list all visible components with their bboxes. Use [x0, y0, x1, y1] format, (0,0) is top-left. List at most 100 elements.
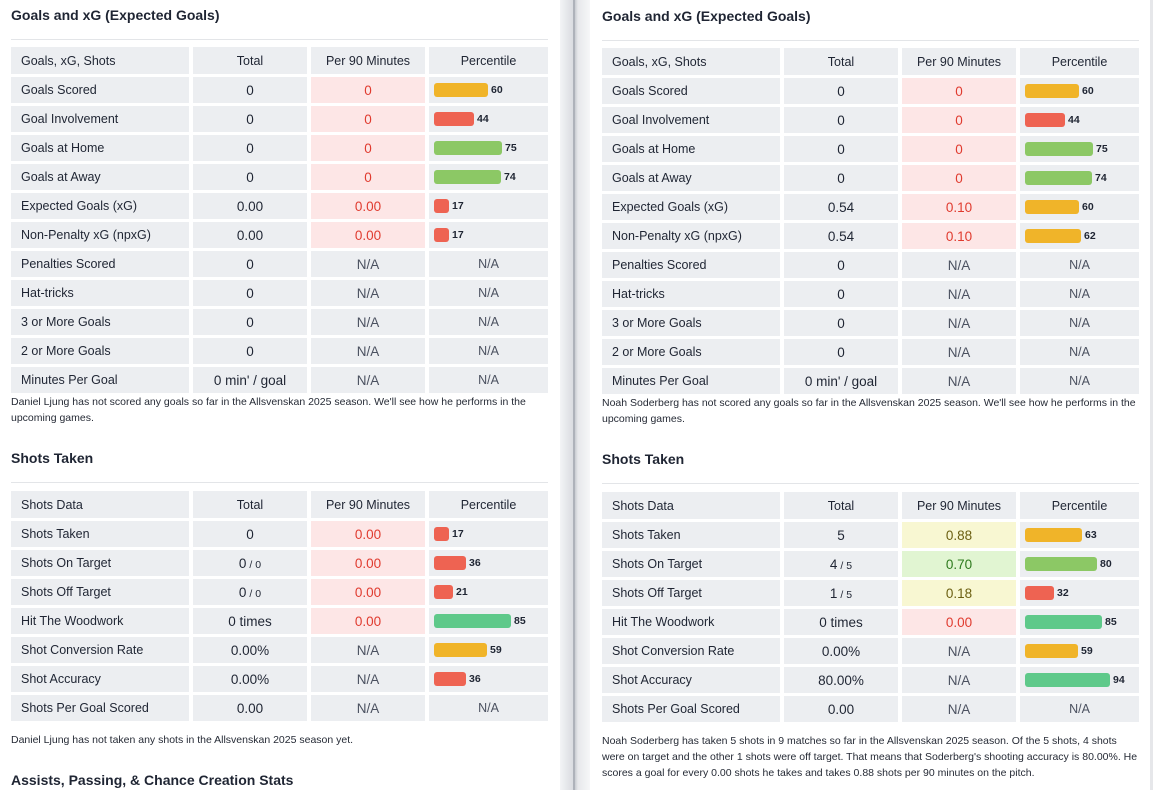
stat-total-cell: 0 [784, 281, 902, 307]
header-total: Total [784, 492, 902, 519]
header-per90: Per 90 Minutes [311, 47, 429, 74]
stat-total: 0 min' / goal [213, 372, 287, 388]
stat-label: Shots On Target [602, 551, 784, 577]
stat-per90: N/A [902, 368, 1020, 394]
table-row: Shots On Target 4/ 5 0.70 80 [602, 551, 1139, 577]
stat-total: 0 [246, 256, 254, 272]
stat-percentile-cell: 36 [429, 666, 548, 692]
stat-percentile-cell: 60 [1020, 194, 1139, 220]
stat-label: Shots Off Target [11, 579, 193, 605]
stat-total: 80.00% [818, 672, 864, 688]
stat-total: 0 [837, 257, 845, 273]
percentile-bar-wrap: 59 [429, 637, 548, 663]
stat-total: 0 [837, 286, 845, 302]
window-split-line [573, 0, 575, 790]
stat-percentile-na: N/A [429, 367, 548, 393]
stat-label: Hit The Woodwork [602, 609, 784, 635]
header-per90: Per 90 Minutes [311, 491, 429, 518]
stat-per90: 0.00 [311, 521, 429, 547]
section-title: Goals and xG (Expected Goals) [11, 7, 220, 23]
stat-total-cell: 0 [193, 338, 311, 364]
table-row: Shot Conversion Rate 0.00% N/A 59 [602, 638, 1139, 664]
percentile-value: 44 [1068, 114, 1080, 126]
percentile-value: 36 [469, 557, 481, 569]
goals-section-header: Goals and xG (Expected Goals) [11, 5, 548, 40]
table-row: Goals at Home 0 0 75 [11, 135, 548, 161]
section-divider [602, 40, 1139, 41]
goals-stats-table: Goals, xG, Shots Total Per 90 Minutes Perce… [602, 45, 1139, 397]
stat-per90: N/A [902, 667, 1020, 693]
goals-summary-text: Noah Soderberg has not scored any goals … [602, 397, 1136, 425]
stat-per90: 0 [902, 78, 1020, 104]
stat-per90: 0.70 [902, 551, 1020, 577]
stat-total-cell: 4/ 5 [784, 551, 902, 577]
stat-total: 0 [837, 83, 845, 99]
percentile-bar-wrap: 94 [1020, 667, 1139, 693]
percentile-bar-wrap: 75 [429, 135, 548, 161]
stat-per90: N/A [902, 339, 1020, 365]
stat-total-cell: 0.00% [193, 666, 311, 692]
percentile-bar [434, 672, 466, 686]
stat-label: Shot Conversion Rate [602, 638, 784, 664]
stat-total-cell: 0 times [193, 608, 311, 634]
stat-label: Shots On Target [11, 550, 193, 576]
stat-total: 1 [829, 585, 838, 601]
stat-total-cell: 0 min' / goal [784, 368, 902, 394]
percentile-bar-wrap: 17 [429, 521, 548, 547]
table-header-row: Goals, xG, Shots Total Per 90 Minutes Perce… [11, 47, 548, 74]
stat-total-cell: 0.00% [784, 638, 902, 664]
shots-stats-table: Shots Data Total Per 90 Minutes Percentile S… [11, 488, 548, 724]
stat-percentile-na: N/A [429, 280, 548, 306]
stat-total-cell: 0 [784, 107, 902, 133]
stat-total-cell: 0 min' / goal [193, 367, 311, 393]
stat-label: Non-Penalty xG (npxG) [11, 222, 193, 248]
header-total: Total [784, 48, 902, 75]
stat-total-cell: 0.00 [193, 695, 311, 721]
stat-percentile-cell: 63 [1020, 522, 1139, 548]
stat-label: Expected Goals (xG) [11, 193, 193, 219]
percentile-bar [1025, 171, 1092, 185]
stat-label: Hat-tricks [11, 280, 193, 306]
stat-total-cell: 0 [784, 310, 902, 336]
percentile-bar-wrap: 74 [1020, 165, 1139, 191]
stat-per90: 0.00 [311, 579, 429, 605]
stat-total-cell: 0/ 0 [193, 579, 311, 605]
percentile-value: 17 [452, 229, 464, 241]
percentile-bar [1025, 615, 1102, 629]
left-player-page: Goals and xG (Expected Goals) Goals, xG,… [0, 0, 560, 790]
stat-total-cell: 0 [784, 165, 902, 191]
stat-label: Goals at Away [602, 165, 784, 191]
stat-per90: 0.00 [902, 609, 1020, 635]
percentile-bar [434, 83, 488, 97]
percentile-bar [1025, 528, 1082, 542]
stat-per90: N/A [902, 696, 1020, 722]
percentile-value: 44 [477, 113, 489, 125]
percentile-bar [1025, 142, 1093, 156]
stat-total-cell: 0 [193, 77, 311, 103]
stat-label: Goals Scored [11, 77, 193, 103]
stat-total: 0.54 [827, 199, 855, 215]
stat-total: 5 [837, 527, 845, 543]
stat-per90: N/A [311, 251, 429, 277]
stat-label: Shots Taken [602, 522, 784, 548]
stat-per90: 0 [902, 165, 1020, 191]
stat-per90: 0.00 [311, 193, 429, 219]
stat-total-cell: 0 [193, 309, 311, 335]
header-percentile: Percentile [429, 491, 548, 518]
stat-label: Goals at Home [11, 135, 193, 161]
header-percentile: Percentile [1020, 48, 1139, 75]
stat-per90: 0.10 [902, 223, 1020, 249]
table-header-row: Shots Data Total Per 90 Minutes Percentile [11, 491, 548, 518]
stat-per90: N/A [902, 310, 1020, 336]
stat-total-cell: 0 [784, 339, 902, 365]
stat-total-cell: 0.00% [193, 637, 311, 663]
shots-summary-text: Noah Soderberg has taken 5 shots in 9 ma… [602, 735, 1138, 779]
percentile-bar [1025, 586, 1054, 600]
percentile-value: 60 [1082, 201, 1094, 213]
section-divider [11, 39, 548, 40]
stat-per90: N/A [902, 281, 1020, 307]
stat-percentile-cell: 32 [1020, 580, 1139, 606]
window-split-divider[interactable] [560, 0, 590, 790]
stat-label: 2 or More Goals [602, 339, 784, 365]
percentile-bar [434, 199, 449, 213]
